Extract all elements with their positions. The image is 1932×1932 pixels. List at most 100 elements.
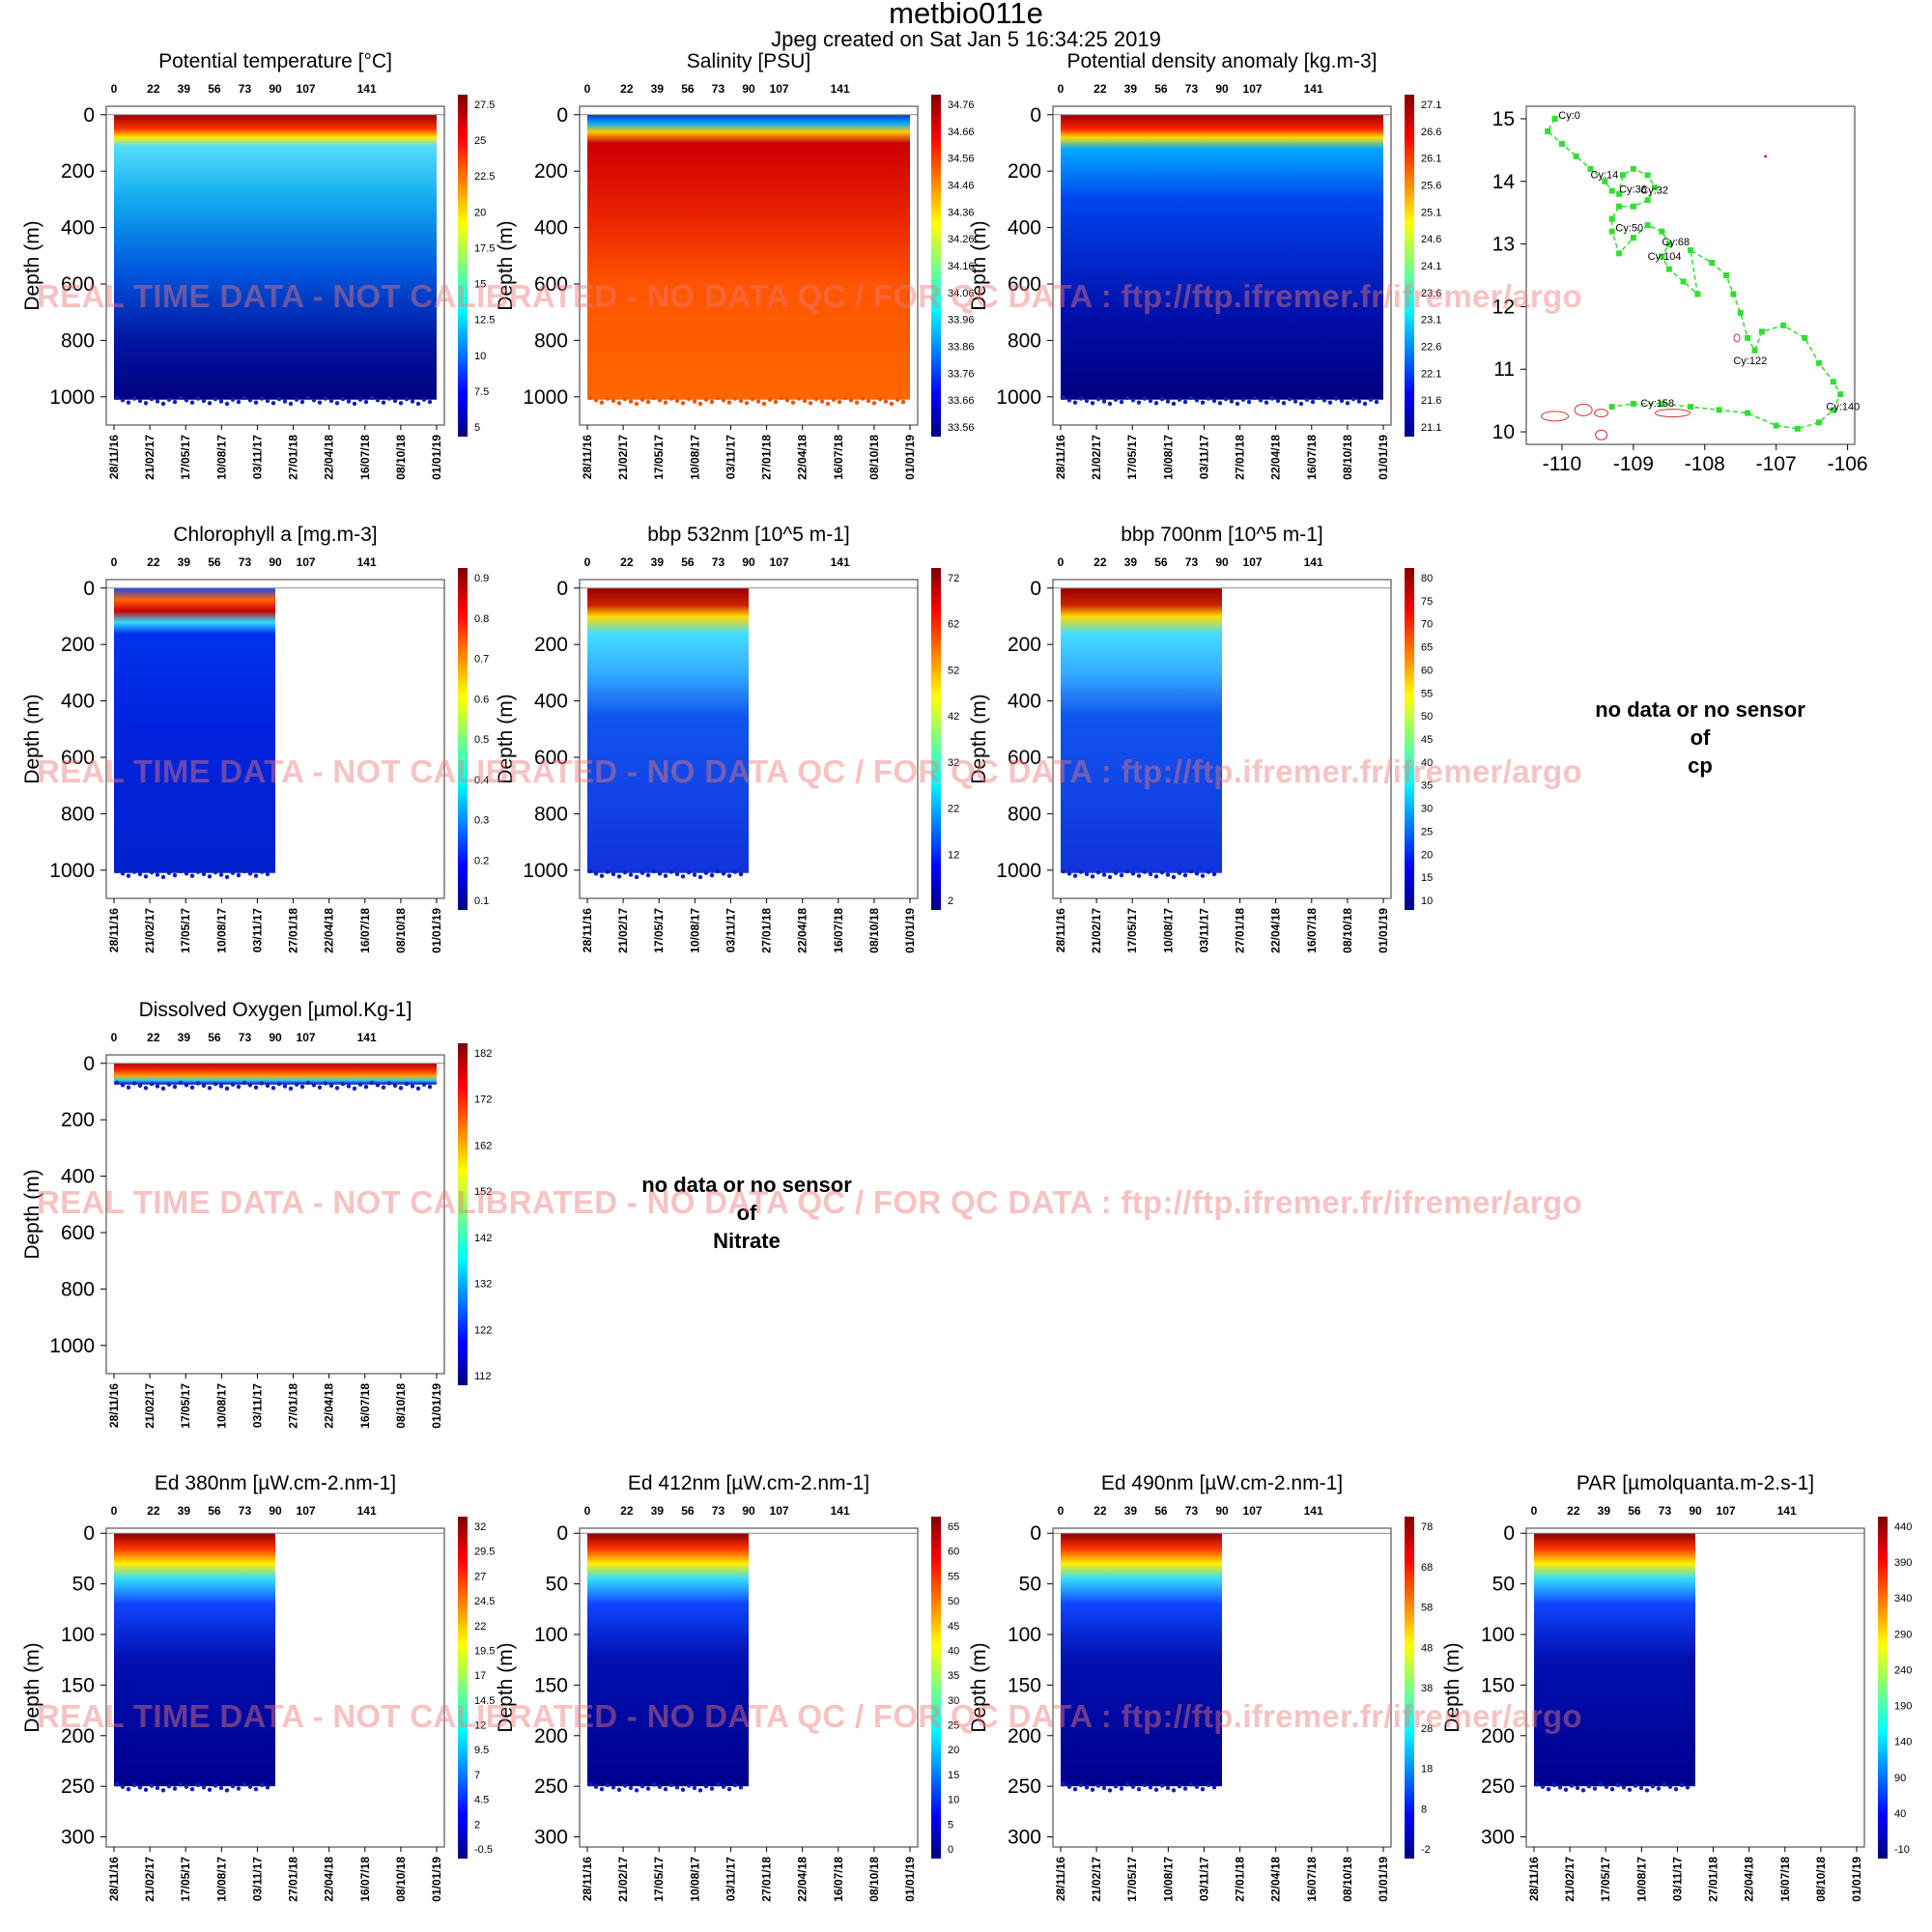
profile-end-point	[381, 1085, 386, 1090]
top-tick-label: 22	[620, 82, 634, 96]
profile-end-point	[1627, 1787, 1633, 1792]
profile-end-point	[398, 1086, 404, 1091]
y-tick-label: 50	[72, 1574, 95, 1596]
x-date-label: 21/02/17	[143, 1383, 156, 1429]
profile-end-point	[639, 1783, 645, 1789]
profile-end-point	[131, 869, 137, 874]
x-tick-label: -109	[1613, 453, 1654, 475]
y-tick-label: 200	[1008, 634, 1041, 656]
float-position	[1794, 425, 1801, 432]
profile-end-point	[236, 1786, 242, 1791]
float-position	[1630, 203, 1636, 210]
profile-end-point	[375, 398, 381, 403]
y-tick-label: 200	[1481, 1725, 1515, 1747]
profile-end-point	[270, 1086, 276, 1091]
profile-end-point	[386, 396, 392, 401]
y-tick-label: 800	[61, 329, 95, 352]
panel-title: bbp 700nm [10^5 m-1]	[1121, 524, 1322, 546]
top-tick-label: 141	[357, 555, 377, 569]
y-tick-label: 800	[534, 329, 568, 352]
x-date-label: 08/10/18	[394, 908, 408, 953]
colorbar-label: 152	[474, 1186, 492, 1198]
profile-end-point	[242, 1080, 247, 1086]
profile-end-point	[213, 396, 218, 402]
profile-end-point	[1101, 1785, 1107, 1791]
x-date-label: 03/11/17	[250, 1857, 264, 1901]
x-date-label: 08/10/18	[1341, 908, 1354, 953]
colorbar	[458, 1043, 468, 1385]
profile-end-point	[1667, 1784, 1673, 1789]
island-outline	[1594, 409, 1609, 418]
profile-field	[114, 1533, 275, 1787]
profile-end-point	[415, 1086, 421, 1092]
profile-end-point	[1113, 1783, 1119, 1789]
profile-end-point	[1119, 1786, 1124, 1791]
profile-end-point	[1119, 872, 1124, 878]
colorbar-label: 0.9	[474, 573, 489, 584]
profile-end-point	[265, 1083, 270, 1089]
colorbar-label: -10	[1894, 1844, 1910, 1856]
profile-end-point	[1142, 1782, 1148, 1788]
profile-end-point	[634, 874, 639, 880]
profile-end-point	[178, 1080, 184, 1086]
profile-field	[1061, 114, 1383, 400]
profile-end-point	[236, 1084, 242, 1090]
y-tick-label: 0	[83, 1053, 95, 1075]
profile-end-point	[680, 1787, 686, 1792]
top-tick-label: 107	[1243, 555, 1263, 569]
profile-end-point	[1194, 871, 1200, 876]
y-tick-label: 250	[1481, 1776, 1515, 1798]
profile-end-point	[172, 399, 178, 405]
profile-end-point	[721, 1784, 726, 1789]
x-tick-label: -110	[1543, 453, 1581, 475]
colorbar-label: 0	[948, 1844, 953, 1856]
profile-end-point	[236, 399, 242, 405]
profile-end-point	[1107, 401, 1113, 407]
colorbar-label: 80	[1421, 573, 1433, 584]
profile-end-point	[207, 874, 213, 879]
colorbar-label: 65	[1421, 642, 1433, 654]
profile-end-point	[1557, 1785, 1563, 1790]
x-date-label: 16/07/18	[358, 435, 372, 480]
profile-end-point	[1153, 1787, 1159, 1792]
x-date-label: 27/01/18	[287, 908, 300, 953]
top-tick-label: 141	[357, 82, 377, 96]
float-position	[1630, 400, 1636, 407]
profile-end-point	[1095, 1783, 1101, 1788]
profile-end-point	[738, 398, 744, 404]
y-axis-label: Depth (m)	[968, 220, 990, 310]
profile-end-point	[755, 399, 761, 404]
x-date-label: 10/08/17	[1161, 435, 1175, 480]
profile-end-point	[1130, 1784, 1136, 1789]
colorbar-label: 0.6	[474, 694, 489, 705]
y-tick-label: 300	[61, 1827, 95, 1849]
x-date-label: 10/08/17	[214, 435, 228, 480]
y-tick-label: 600	[61, 747, 95, 769]
x-date-label: 21/02/17	[616, 1857, 630, 1902]
cycle-label: Cy:0	[1558, 110, 1580, 122]
y-axis-label: Depth (m)	[495, 220, 517, 310]
x-date-label: 27/01/18	[287, 435, 300, 480]
colorbar-label: 72	[948, 573, 959, 584]
profile-end-point	[1095, 869, 1101, 875]
x-date-label: 21/02/17	[143, 435, 156, 480]
x-date-label: 01/01/19	[430, 908, 443, 953]
x-date-label: 22/04/18	[1269, 1857, 1283, 1902]
profile-end-point	[410, 1084, 415, 1089]
profile-end-point	[270, 401, 276, 406]
cycle-label: Cy:68	[1662, 237, 1690, 248]
profile-end-point	[692, 1785, 697, 1791]
profile-end-point	[686, 1783, 692, 1788]
colorbar-label: 4.5	[474, 1795, 489, 1806]
x-date-label: 17/05/17	[652, 908, 666, 953]
profile-end-point	[1644, 1788, 1650, 1793]
profile-end-point	[294, 1082, 299, 1087]
top-tick-label: 141	[831, 1504, 850, 1518]
x-date-label: 08/10/18	[394, 435, 408, 480]
x-date-label: 28/11/16	[107, 1857, 121, 1901]
x-date-label: 17/05/17	[1125, 908, 1139, 953]
profile-end-point	[605, 1782, 611, 1788]
profile-end-point	[160, 401, 166, 407]
profile-end-point	[1350, 396, 1356, 402]
y-tick-label: 0	[83, 104, 95, 127]
